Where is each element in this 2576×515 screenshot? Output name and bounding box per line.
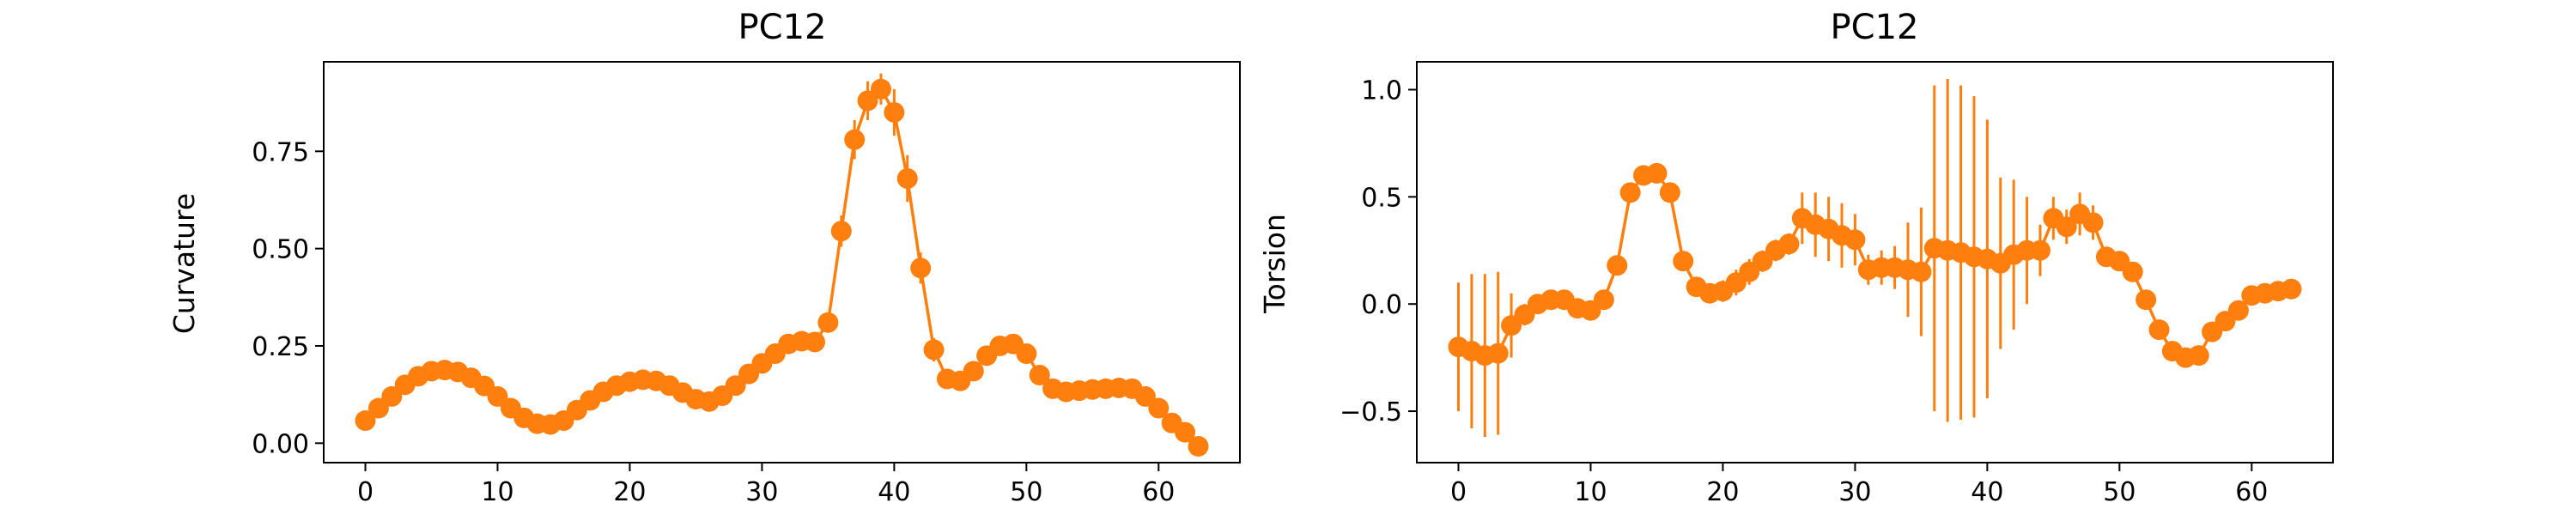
data-point xyxy=(2281,278,2302,300)
data-point xyxy=(2029,239,2050,261)
data-point xyxy=(1778,233,1800,255)
data-point xyxy=(2227,300,2249,321)
data-point xyxy=(963,360,984,382)
x-tick-label: 20 xyxy=(613,477,646,507)
data-point xyxy=(1911,261,1932,282)
y-tick-label: 0.50 xyxy=(252,235,309,265)
data-point xyxy=(1148,397,1170,419)
data-point xyxy=(381,385,403,407)
data-point xyxy=(1607,255,1628,276)
x-tick-label: 20 xyxy=(1706,477,1739,507)
data-point xyxy=(1175,421,1196,443)
y-tick-label: 1.0 xyxy=(1361,76,1402,106)
data-point xyxy=(1646,162,1668,184)
data-point xyxy=(884,101,905,123)
x-tick-label: 10 xyxy=(481,477,513,507)
x-tick-label: 0 xyxy=(1450,477,1467,507)
data-point xyxy=(817,312,839,333)
torsion-chart: PC12 Torsion 0 10 20 30 40 50 60 −0.5 0.0 0.5 1.0 xyxy=(1258,8,2334,507)
y-tick-label: 0.25 xyxy=(252,332,309,362)
x-tick-label: 0 xyxy=(357,477,374,507)
plot-area: 0 10 20 30 40 50 60 −0.5 0.0 0.5 1.0 xyxy=(1340,76,2302,507)
x-tick-label: 60 xyxy=(2235,477,2268,507)
data-point xyxy=(2148,319,2170,341)
data-point xyxy=(2188,345,2209,367)
data-point xyxy=(2122,261,2143,282)
data-point xyxy=(355,410,376,432)
data-point xyxy=(896,168,918,190)
data-point xyxy=(1659,182,1680,203)
axes-frame xyxy=(1416,61,2334,464)
data-point xyxy=(487,385,508,407)
data-point xyxy=(910,258,932,279)
data-point xyxy=(1673,251,1694,272)
x-tick-label: 40 xyxy=(878,477,910,507)
x-tick-label: 50 xyxy=(1010,477,1042,507)
data-point xyxy=(725,375,746,397)
data-point xyxy=(1619,182,1641,203)
data-point xyxy=(804,331,825,353)
data-point xyxy=(1029,364,1050,385)
data-point xyxy=(844,129,866,150)
curvature-chart: PC12 Curvature 0 10 20 30 40 50 60 0.00 0.25 0.50… xyxy=(167,8,1241,507)
data-point xyxy=(1487,342,1509,364)
data-point xyxy=(830,221,852,242)
data-point xyxy=(2136,289,2157,311)
y-tick-label: −0.5 xyxy=(1340,397,1402,427)
chart-title: PC12 xyxy=(1831,8,1919,47)
data-point xyxy=(1134,385,1156,407)
data-point xyxy=(2056,216,2077,238)
x-tick-label: 30 xyxy=(1838,477,1871,507)
data-point xyxy=(1016,343,1037,365)
x-tick-label: 40 xyxy=(1971,477,2003,507)
y-tick-label: 0.75 xyxy=(252,137,309,167)
data-point xyxy=(1593,289,1614,311)
data-point xyxy=(2082,212,2104,233)
data-point xyxy=(368,397,389,419)
plot-area: 0 10 20 30 40 50 60 0.00 0.25 0.50 0.75 xyxy=(252,73,1209,507)
data-point xyxy=(1188,435,1209,457)
y-tick-label: 0.00 xyxy=(252,429,309,459)
x-tick-label: 30 xyxy=(745,477,778,507)
x-tick-label: 50 xyxy=(2103,477,2136,507)
chart-title: PC12 xyxy=(738,8,827,47)
data-point xyxy=(923,339,945,360)
data-point xyxy=(1844,229,1866,251)
x-tick-label: 10 xyxy=(1574,477,1607,507)
axes-frame xyxy=(323,61,1241,464)
y-tick-label: 0.5 xyxy=(1361,183,1402,213)
data-point xyxy=(857,90,878,112)
y-axis-label: Torsion xyxy=(1258,214,1291,314)
y-axis-label: Curvature xyxy=(167,193,201,334)
x-tick-label: 60 xyxy=(1142,477,1175,507)
data-point xyxy=(870,78,891,100)
y-tick-label: 0.0 xyxy=(1361,290,1402,320)
